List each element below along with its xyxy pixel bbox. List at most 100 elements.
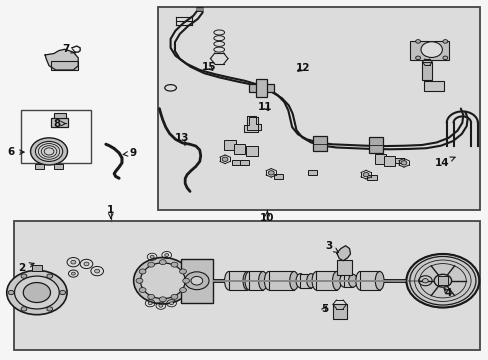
Bar (437, 276, 447, 285)
Bar (268, 271, 293, 290)
Text: 7: 7 (62, 44, 76, 54)
Text: 9: 9 (123, 148, 137, 158)
Bar (35, 164, 44, 169)
Text: 8: 8 (54, 118, 66, 129)
Circle shape (171, 294, 178, 299)
Circle shape (179, 269, 186, 274)
Bar (383, 157, 394, 166)
Circle shape (148, 302, 152, 305)
Circle shape (400, 161, 406, 165)
Circle shape (169, 302, 173, 305)
Bar (344, 274, 352, 287)
Circle shape (268, 171, 274, 175)
Ellipse shape (295, 274, 304, 288)
Ellipse shape (224, 271, 233, 290)
Bar (232, 160, 242, 165)
Circle shape (139, 288, 146, 293)
Text: 15: 15 (202, 63, 216, 72)
Bar (54, 113, 65, 118)
Ellipse shape (355, 271, 364, 290)
Ellipse shape (258, 271, 267, 290)
Bar (273, 174, 283, 179)
Bar (424, 81, 443, 91)
Bar (307, 170, 317, 175)
Bar (228, 271, 247, 290)
Ellipse shape (332, 271, 341, 290)
Ellipse shape (140, 263, 185, 298)
Bar (393, 158, 403, 163)
Circle shape (433, 274, 451, 287)
Text: 1: 1 (107, 205, 114, 219)
Ellipse shape (133, 257, 192, 304)
Circle shape (15, 276, 59, 309)
Circle shape (47, 307, 53, 311)
Circle shape (139, 269, 146, 274)
Text: 6: 6 (7, 147, 24, 157)
Bar (32, 265, 41, 271)
Text: 2: 2 (18, 262, 34, 273)
Circle shape (84, 262, 89, 266)
Bar (422, 63, 431, 80)
Text: 3: 3 (325, 241, 338, 253)
Ellipse shape (244, 271, 253, 290)
Text: 12: 12 (295, 63, 309, 73)
Circle shape (179, 288, 186, 293)
Circle shape (438, 278, 446, 284)
Circle shape (21, 274, 27, 278)
Polygon shape (244, 117, 257, 132)
Circle shape (191, 276, 202, 285)
Circle shape (136, 278, 142, 283)
Ellipse shape (306, 274, 315, 288)
Circle shape (21, 307, 27, 311)
Circle shape (415, 40, 420, 43)
Polygon shape (246, 116, 260, 130)
Polygon shape (336, 246, 350, 261)
Ellipse shape (339, 274, 348, 287)
Bar (368, 138, 382, 153)
Circle shape (71, 260, 76, 264)
Circle shape (159, 297, 166, 302)
Bar (249, 84, 273, 92)
Ellipse shape (348, 274, 357, 287)
Circle shape (183, 278, 189, 283)
Circle shape (23, 283, 50, 302)
Bar (239, 160, 249, 165)
Bar (233, 144, 245, 154)
Ellipse shape (289, 271, 298, 290)
Circle shape (60, 291, 65, 295)
Circle shape (164, 253, 168, 256)
Bar (181, 258, 212, 303)
Bar (14, 221, 479, 350)
Bar (360, 271, 379, 290)
Circle shape (171, 262, 178, 267)
Circle shape (35, 141, 62, 161)
Circle shape (159, 260, 166, 265)
Circle shape (147, 294, 154, 299)
Bar (158, 7, 479, 210)
Ellipse shape (311, 271, 320, 290)
Text: 14: 14 (434, 157, 454, 168)
Text: 10: 10 (260, 211, 274, 223)
Bar (249, 271, 263, 290)
Circle shape (71, 272, 75, 275)
Circle shape (47, 274, 53, 278)
Bar (54, 164, 62, 169)
Circle shape (8, 291, 14, 295)
Bar (51, 61, 78, 70)
Circle shape (159, 304, 163, 307)
Circle shape (95, 269, 100, 273)
Polygon shape (45, 49, 78, 70)
Circle shape (7, 270, 67, 315)
Circle shape (363, 172, 368, 177)
Text: 11: 11 (258, 102, 272, 112)
Circle shape (150, 255, 154, 258)
Bar (51, 118, 68, 127)
Circle shape (442, 56, 447, 60)
Circle shape (147, 262, 154, 267)
Bar (374, 154, 386, 164)
Text: 4: 4 (443, 288, 450, 297)
Ellipse shape (243, 271, 251, 290)
Circle shape (184, 272, 208, 290)
Bar (316, 271, 336, 290)
Circle shape (442, 40, 447, 43)
